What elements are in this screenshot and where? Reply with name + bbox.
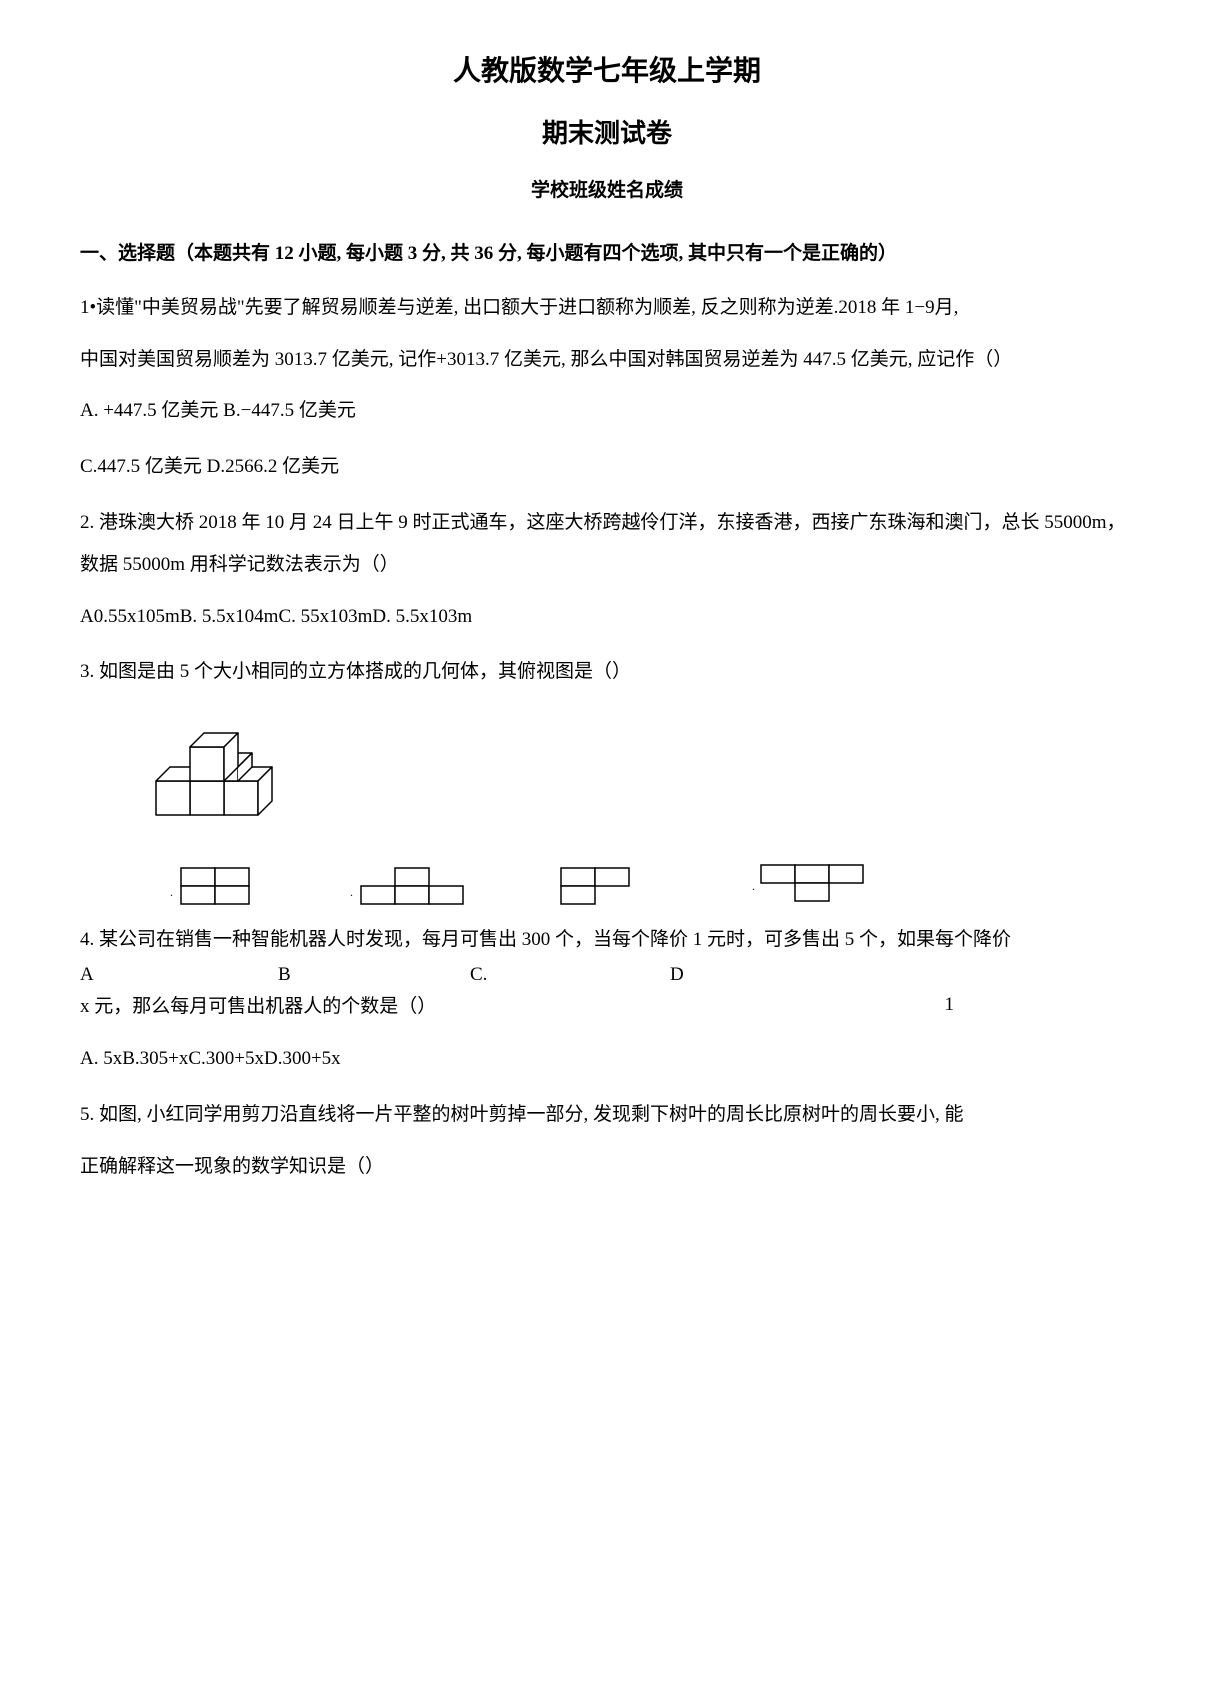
choice-a-icon — [180, 867, 252, 907]
dot-d: . — [752, 877, 755, 896]
q5-line1: 5. 如图, 小红同学用剪刀沿直线将一片平整的树叶剪掉一部分, 发现剩下树叶的周… — [80, 1094, 1134, 1136]
q5-line2: 正确解释这一现象的数学知识是（） — [80, 1146, 1134, 1188]
q1-options-a: A. +447.5 亿美元 B.−447.5 亿美元 — [80, 390, 1134, 432]
q1-line2: 中国对美国贸易顺差为 3013.7 亿美元, 记作+3013.7 亿美元, 那么… — [80, 339, 1134, 381]
dot-a: . — [170, 883, 173, 902]
q1-line1: 1•读懂"中美贸易战"先要了解贸易顺差与逆差, 出口额大于进口额称为顺差, 反之… — [80, 287, 1134, 329]
q4-options: A. 5xB.305+xC.300+5xD.300+5x — [80, 1038, 1134, 1080]
q1-options-b: C.447.5 亿美元 D.2566.2 亿美元 — [80, 446, 1134, 488]
title-main: 人教版数学七年级上学期 — [80, 50, 1134, 95]
choice-b-icon — [360, 867, 466, 907]
info-row: 学校班级姓名成绩 — [80, 176, 1134, 206]
q4-line2: x 元，那么每月可售出机器人的个数是（） — [80, 986, 1134, 1028]
q3-line1: 3. 如图是由 5 个大小相同的立方体搭成的几何体，其俯视图是（） — [80, 651, 1134, 693]
title-sub: 期末测试卷 — [80, 113, 1134, 155]
q3-figure — [120, 703, 1134, 848]
dot-b: . — [350, 883, 353, 902]
q4-line1: 4. 某公司在销售一种智能机器人时发现，每月可售出 300 个，当每个降价 1 … — [80, 919, 1134, 961]
choice-c-icon — [560, 867, 632, 907]
q3-choices: . . . — [80, 857, 1134, 917]
q2-options: A0.55x105mB. 5.5x104mC. 55x103mD. 5.5x10… — [80, 596, 1134, 638]
section-header: 一、选择题（本题共有 12 小题, 每小题 3 分, 共 36 分, 每小题有四… — [80, 235, 1134, 273]
cube-3d-icon — [120, 703, 320, 838]
page-number: 1 — [945, 990, 955, 1020]
q2-line1: 2. 港珠澳大桥 2018 年 10 月 24 日上午 9 时正式通车，这座大桥… — [80, 502, 1134, 586]
q3-choice-labels: A B C. D — [80, 960, 1134, 986]
choice-d-icon — [760, 861, 866, 905]
